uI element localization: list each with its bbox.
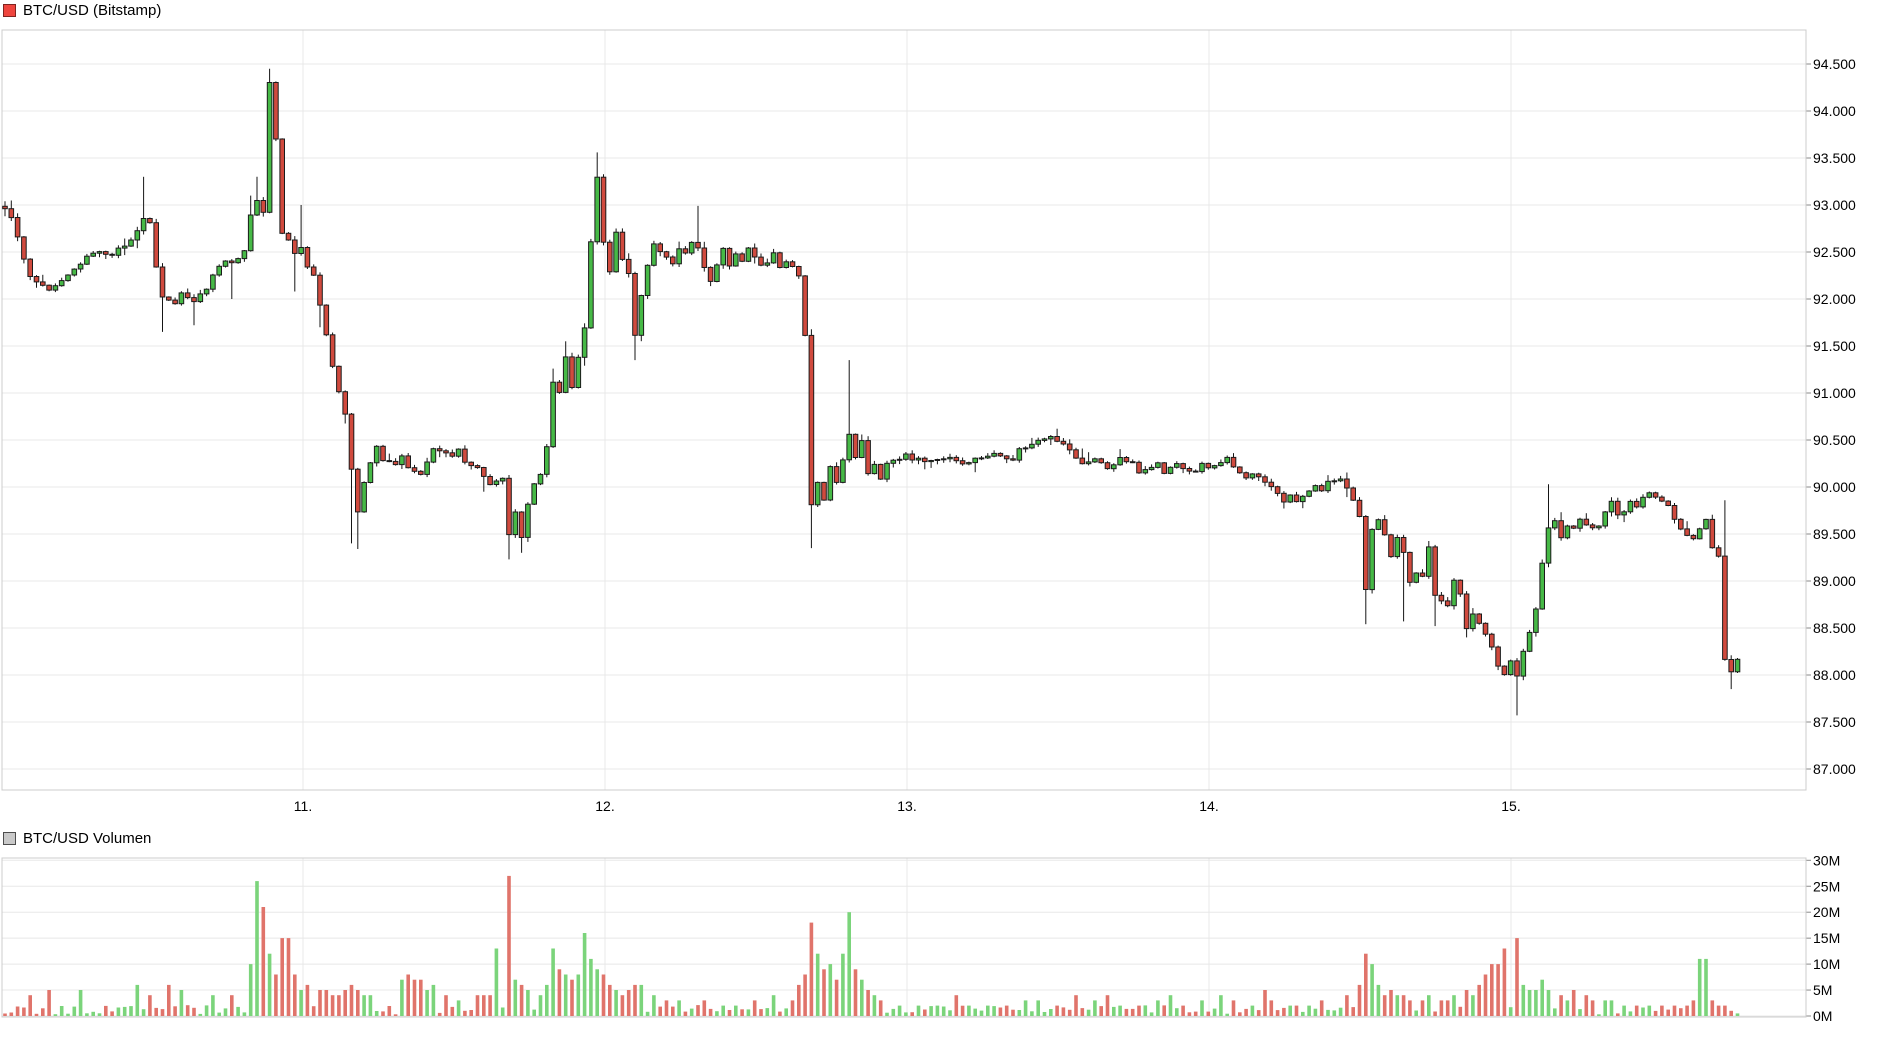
svg-text:0M: 0M	[1813, 1008, 1832, 1024]
svg-text:12.: 12.	[595, 798, 614, 814]
svg-text:93.000: 93.000	[1813, 197, 1856, 213]
svg-text:91.000: 91.000	[1813, 385, 1856, 401]
svg-text:15M: 15M	[1813, 930, 1840, 946]
svg-text:87.000: 87.000	[1813, 761, 1856, 777]
svg-text:88.000: 88.000	[1813, 667, 1856, 683]
svg-text:94.500: 94.500	[1813, 56, 1856, 72]
svg-text:94.000: 94.000	[1813, 103, 1856, 119]
svg-text:15.: 15.	[1501, 798, 1520, 814]
svg-text:20M: 20M	[1813, 904, 1840, 920]
volume-chart-title: BTC/USD Volumen	[23, 830, 152, 847]
volume-chart-legend: BTC/USD Volumen	[3, 830, 151, 847]
svg-text:90.000: 90.000	[1813, 479, 1856, 495]
svg-text:91.500: 91.500	[1813, 338, 1856, 354]
svg-text:93.500: 93.500	[1813, 150, 1856, 166]
svg-text:92.000: 92.000	[1813, 291, 1856, 307]
price-chart-title: BTC/USD (Bitstamp)	[23, 2, 162, 19]
svg-text:30M: 30M	[1813, 852, 1840, 868]
svg-text:87.500: 87.500	[1813, 714, 1856, 730]
svg-text:5M: 5M	[1813, 982, 1832, 998]
svg-text:92.500: 92.500	[1813, 244, 1856, 260]
svg-text:13.: 13.	[897, 798, 916, 814]
svg-text:25M: 25M	[1813, 878, 1840, 894]
svg-text:88.500: 88.500	[1813, 620, 1856, 636]
price-series-legend-swatch-icon	[3, 4, 16, 17]
svg-text:11.: 11.	[294, 798, 312, 814]
volume-series-legend-swatch-icon	[3, 832, 16, 845]
price-chart-legend: BTC/USD (Bitstamp)	[3, 2, 161, 19]
svg-text:14.: 14.	[1199, 798, 1218, 814]
svg-text:10M: 10M	[1813, 956, 1840, 972]
svg-text:90.500: 90.500	[1813, 432, 1856, 448]
svg-text:89.000: 89.000	[1813, 573, 1856, 589]
svg-text:89.500: 89.500	[1813, 526, 1856, 542]
